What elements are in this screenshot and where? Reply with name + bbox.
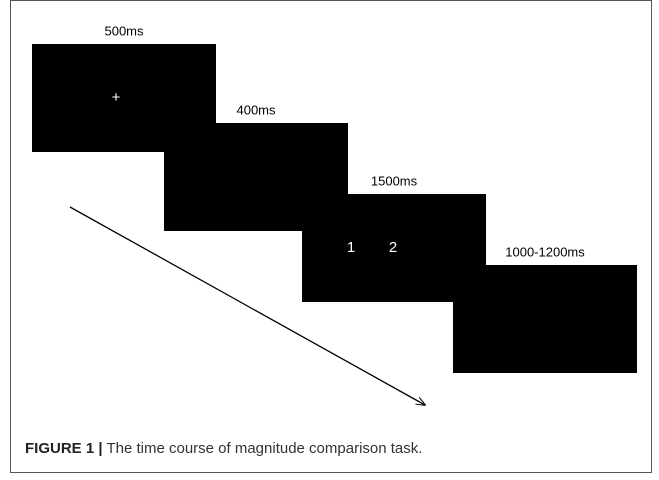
stimulus: +	[112, 89, 121, 106]
caption-text: The time course of magnitude comparison …	[106, 440, 422, 457]
caption: FIGURE 1 | The time course of magnitude …	[25, 440, 422, 457]
duration-label: 1500ms	[371, 173, 418, 188]
time-arrow	[69, 206, 425, 405]
screen	[453, 265, 637, 373]
duration-label: 400ms	[236, 102, 276, 117]
stimulus: 1	[347, 239, 355, 256]
caption-label: FIGURE 1 |	[25, 440, 103, 457]
duration-label: 1000-1200ms	[505, 244, 585, 259]
stimulus: 2	[389, 239, 397, 256]
frame	[10, 0, 652, 473]
duration-label: 500ms	[104, 23, 144, 38]
screens: 500ms +400ms 1500ms 1 2 1000-1200ms	[32, 23, 637, 373]
